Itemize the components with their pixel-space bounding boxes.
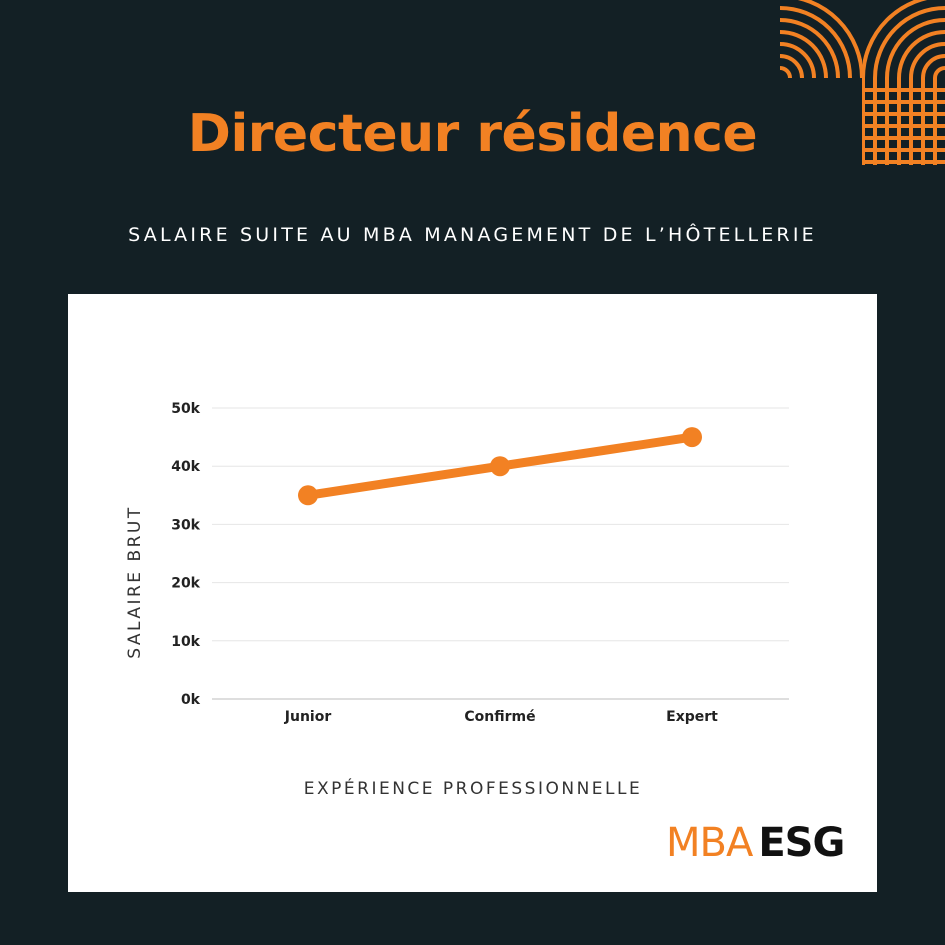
brand-logo: MBA ESG <box>666 820 845 866</box>
logo-mba-text: MBA <box>666 820 753 866</box>
series-layer <box>298 427 702 506</box>
x-tick-label: Expert <box>666 709 718 725</box>
y-tick-label: 0k <box>181 692 201 708</box>
x-tick-label: Junior <box>284 709 332 725</box>
page-title: Directeur résidence <box>187 104 758 164</box>
chart-card: 0k 10k 20k 30k 40k 50k Junior Confirmé Expert S… <box>68 294 877 892</box>
grid-lines <box>212 407 789 700</box>
y-tick-label: 40k <box>171 459 200 475</box>
logo-esg-text: ESG <box>758 820 845 866</box>
line-chart: 0k 10k 20k 30k 40k 50k Junior Confirmé Expert S… <box>125 401 789 799</box>
x-tick-labels: Junior Confirmé Expert <box>284 709 718 725</box>
data-point <box>490 456 510 477</box>
y-tick-label: 50k <box>171 401 200 417</box>
y-tick-label: 30k <box>171 517 200 533</box>
y-axis-label: SALAIRE BRUT <box>125 505 145 659</box>
y-tick-labels: 0k 10k 20k 30k 40k 50k <box>171 401 200 708</box>
page-subtitle: SALAIRE SUITE AU MBA MANAGEMENT DE L’HÔT… <box>128 224 817 246</box>
data-point <box>298 485 318 506</box>
x-tick-label: Confirmé <box>464 709 535 725</box>
data-point <box>682 427 702 448</box>
y-tick-label: 10k <box>171 634 200 650</box>
y-tick-label: 20k <box>171 576 200 592</box>
x-axis-label: EXPÉRIENCE PROFESSIONNELLE <box>304 777 642 799</box>
